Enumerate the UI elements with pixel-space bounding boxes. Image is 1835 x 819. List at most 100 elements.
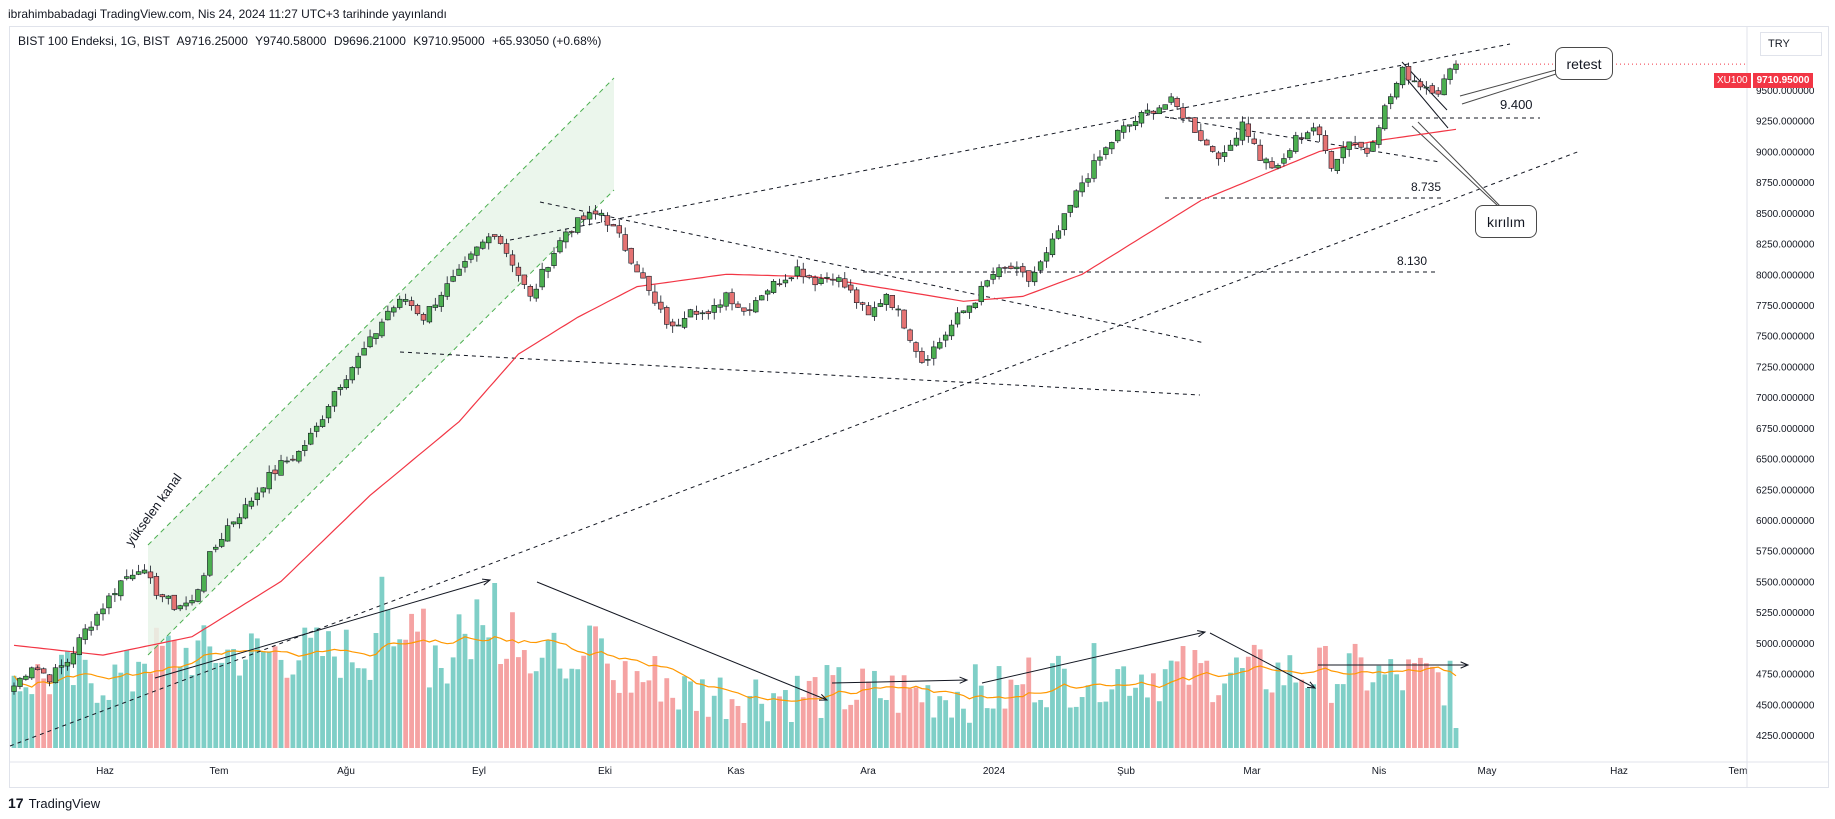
candle-body (664, 307, 670, 325)
currency-selector[interactable]: TRY (1760, 32, 1822, 56)
volume-bar (765, 721, 771, 748)
legend-high: Y9740.58000 (255, 34, 327, 48)
volume-bar (1067, 707, 1073, 748)
y-tick-label: 5750.000000 (1756, 547, 1815, 558)
candle-body (52, 667, 59, 684)
volume-bar (1174, 661, 1180, 748)
candle-body (1340, 147, 1346, 159)
candle-body (1073, 190, 1079, 208)
volume-bar (100, 695, 106, 748)
candle-body (640, 272, 646, 279)
volume-bar (432, 645, 438, 748)
candle-body (859, 302, 866, 305)
candle-body (367, 336, 373, 348)
volume-bar (326, 631, 331, 748)
volume-bar (142, 663, 147, 748)
candle-body (29, 667, 35, 679)
y-tick-label: 5500.000000 (1756, 577, 1815, 588)
kirilim-annotation[interactable]: kırılım (1475, 205, 1537, 238)
candle-body (165, 595, 171, 599)
x-tick-label: Tem (210, 766, 229, 777)
retest-annotation[interactable]: retest (1555, 47, 1613, 80)
candle-body (1322, 135, 1329, 151)
volume-bar (1340, 684, 1346, 748)
candle-body (901, 309, 907, 329)
kirilim-label: kırılım (1486, 214, 1526, 230)
candle-body (385, 310, 391, 321)
volume-bar (1091, 643, 1097, 748)
candle-body (46, 674, 53, 683)
volume-bar (284, 677, 290, 748)
volume-bar (1168, 660, 1174, 748)
candle-body (1144, 109, 1151, 114)
level-8130-label: 8.130 (1397, 254, 1428, 268)
volume-bar (1150, 673, 1156, 748)
candle-body (889, 295, 895, 308)
volume-bar (569, 668, 575, 748)
candle-body (1251, 138, 1257, 144)
volume-bar (225, 649, 231, 748)
price-ma-line (13, 128, 1457, 656)
candle-body (1364, 147, 1370, 154)
volume-bar (723, 718, 729, 748)
footer-brand-name: TradingView (28, 795, 101, 811)
volume-bar (788, 721, 794, 748)
volume-bar (450, 657, 456, 748)
candle-body (474, 246, 480, 256)
volume-bar (1358, 657, 1364, 748)
volume-bar (824, 665, 830, 748)
candle-body (1126, 124, 1133, 127)
volume-bar (1263, 689, 1269, 748)
chart-frame[interactable] (9, 26, 1829, 788)
candle-body (201, 575, 207, 592)
candle-body (699, 312, 706, 315)
candle-body (533, 288, 539, 299)
y-tick-label: 7250.000000 (1756, 362, 1815, 373)
candle-body (177, 605, 183, 610)
volume-bar (872, 670, 877, 748)
candle-body (349, 367, 355, 381)
legend-change: +65.93050 (+0.68%) (491, 34, 602, 48)
candle-body (806, 275, 812, 278)
legend-close: K9710.95000 (413, 34, 485, 48)
legend-symbol[interactable]: BIST 100 Endeksi, 1G, BIST (18, 34, 170, 48)
volume-bar (456, 614, 462, 748)
y-tick-label: 4500.000000 (1756, 700, 1815, 711)
volume-bar (248, 633, 254, 748)
candle-body (545, 267, 551, 272)
candle-body (1257, 144, 1263, 161)
volume-bar (409, 613, 414, 748)
volume-bar (533, 671, 539, 748)
volume-bar (747, 695, 753, 748)
volume-bar (124, 650, 130, 748)
candle-body (486, 236, 492, 244)
candle-body (729, 292, 735, 305)
y-tick-label: 8000.000000 (1756, 270, 1815, 281)
volume-bar (949, 717, 954, 748)
volume-bar (1417, 657, 1423, 748)
candle-body (361, 348, 367, 356)
volume-bar (699, 679, 705, 748)
candle-body (978, 285, 984, 303)
volume-arrow-rising-2-head (1197, 630, 1207, 638)
volume-bar (426, 687, 432, 748)
candle-body (1376, 127, 1382, 145)
candle-body (1150, 110, 1157, 114)
volume-bar (1085, 685, 1091, 748)
retest-label: retest (1566, 56, 1602, 72)
volume-bar (741, 722, 747, 748)
candle-body (984, 280, 990, 287)
volume-bar (1056, 655, 1061, 748)
candle-body (444, 283, 450, 297)
candle-body (848, 284, 854, 291)
candle-body (966, 305, 973, 313)
candle-body (64, 661, 71, 667)
candle-body (1423, 86, 1430, 89)
volume-bar (1388, 659, 1394, 748)
candle-body (70, 653, 77, 665)
wedge-lower-line (1405, 77, 1449, 129)
candle-body (1103, 147, 1109, 155)
trendlines-layer (9, 43, 1581, 747)
candle-body (254, 492, 261, 500)
